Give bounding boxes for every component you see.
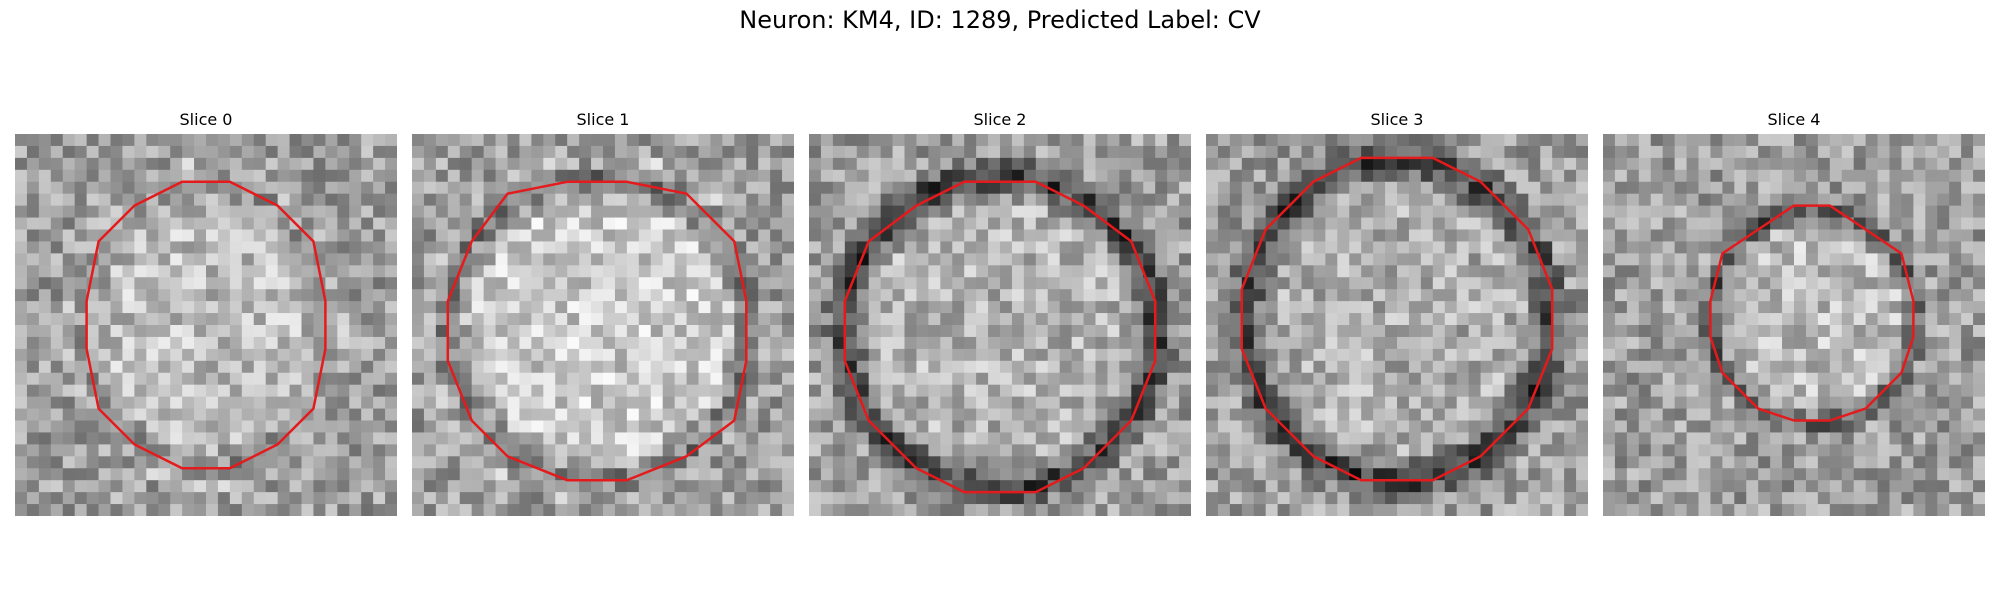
segmentation-outline [1709,204,1915,422]
slice-title: Slice 2 [973,110,1027,129]
slice-title: Slice 3 [1370,110,1424,129]
slice-panel-4: Slice 4 [1603,108,1985,516]
segmentation-outline [1240,156,1554,482]
slice-title: Slice 0 [179,110,233,129]
slice-panel-3: Slice 3 [1206,108,1588,516]
slice-image [412,134,794,516]
slice-panel-0: Slice 0 [15,108,397,516]
figure-title: Neuron: KM4, ID: 1289, Predicted Label: … [739,6,1261,34]
slice-image [1603,134,1985,516]
slice-image [15,134,397,516]
slice-image [809,134,1191,516]
slice-image [1206,134,1588,516]
segmentation-outline [843,180,1157,494]
slice-title: Slice 1 [576,110,630,129]
segmentation-outline [85,180,327,470]
slice-title: Slice 4 [1767,110,1821,129]
segmentation-outline [446,180,748,482]
slice-panel-2: Slice 2 [809,108,1191,516]
slice-panel-1: Slice 1 [412,108,794,516]
